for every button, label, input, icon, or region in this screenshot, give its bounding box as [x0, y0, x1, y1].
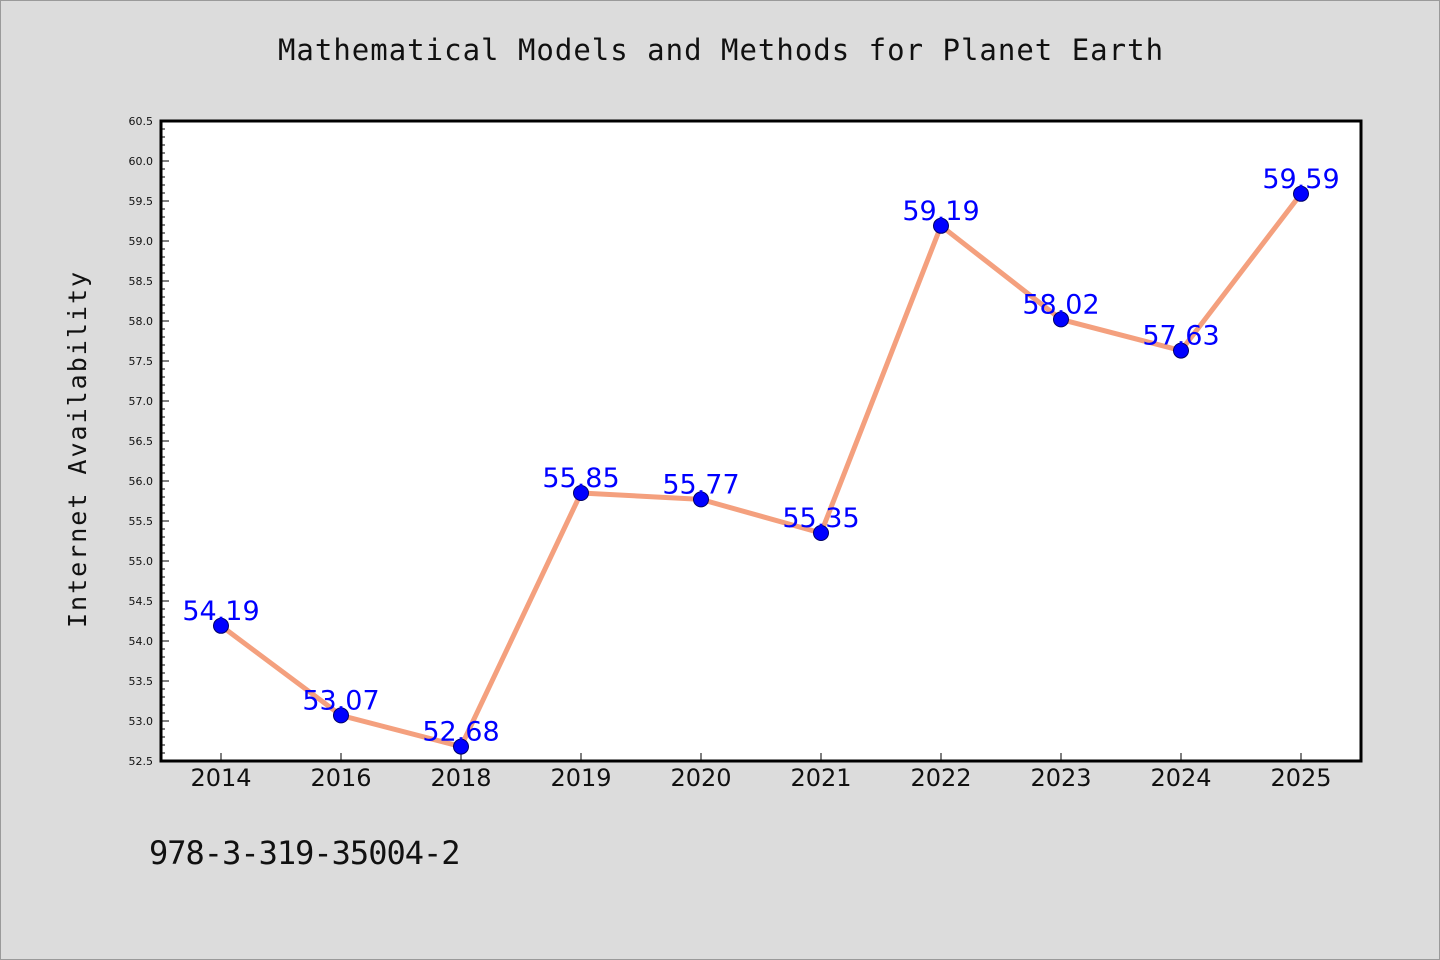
data-point [693, 491, 709, 508]
footer-identifier: 978-3-319-35004-2 [149, 834, 461, 872]
x-tick-label: 2023 [1030, 764, 1091, 792]
series-line [218, 191, 1304, 750]
y-tick-label: 54.5 [129, 595, 154, 608]
data-point [453, 738, 469, 755]
data-point [1173, 342, 1189, 359]
x-axis-ticks: 2014 2016 2018 2019 2020 2021 2022 2023 2024 2025 [190, 753, 1332, 792]
data-point [933, 217, 949, 234]
y-tick-label: 60.5 [129, 115, 154, 128]
data-point [213, 617, 229, 634]
x-tick-label: 2019 [550, 764, 611, 792]
x-tick-label: 2024 [1150, 764, 1211, 792]
y-axis-ticks: 52.5 53.0 53.5 54.0 54.5 55.0 55.5 56.0 56.5 57.0… [129, 115, 169, 768]
y-tick-label: 57.5 [129, 355, 154, 368]
y-tick-label: 59.5 [129, 195, 154, 208]
plot-frame [159, 119, 1363, 763]
data-point [333, 707, 349, 724]
chart-title: Mathematical Models and Methods for Plan… [277, 33, 1165, 67]
y-tick-label: 55.0 [129, 555, 154, 568]
plot-area [161, 121, 1361, 761]
y-tick-label: 58.0 [129, 315, 154, 328]
data-label: 57.63 [1142, 321, 1219, 352]
marker-layer [213, 185, 1309, 755]
data-point [573, 485, 589, 501]
data-label: 59.19 [902, 196, 979, 227]
y-tick-label: 54.0 [129, 635, 154, 648]
y-tick-label: 59.0 [129, 235, 154, 248]
x-tick-label: 2020 [670, 764, 731, 792]
y-tick-label: 56.5 [129, 435, 154, 448]
x-tick-label: 2022 [910, 764, 971, 792]
y-tick-label: 56.0 [129, 475, 154, 488]
data-point [1053, 311, 1069, 328]
y-tick-label: 60.0 [129, 155, 154, 168]
data-point [813, 525, 829, 541]
x-tick-label: 2014 [190, 764, 251, 792]
data-label: 53.07 [302, 685, 379, 716]
data-label: 52.68 [422, 717, 499, 748]
x-tick-label: 2016 [310, 764, 371, 792]
y-tick-label: 57.0 [129, 395, 154, 408]
y-tick-label: 53.0 [129, 715, 154, 728]
y-axis-label: Internet Availability [63, 270, 92, 628]
series-layer [218, 191, 1304, 750]
data-label: 55.77 [662, 469, 739, 500]
x-tick-label: 2021 [790, 764, 851, 792]
data-label: 59.59 [1262, 164, 1339, 195]
y-tick-label: 52.5 [129, 755, 154, 768]
x-tick-label: 2025 [1270, 764, 1331, 792]
y-tick-label: 55.5 [129, 515, 154, 528]
data-label: 55.85 [542, 463, 619, 494]
data-label: 58.02 [1022, 289, 1099, 320]
data-label-layer: 54.19 53.07 52.68 55.85 55.77 55.35 59.19 58.02… [182, 164, 1339, 748]
y-tick-label: 58.5 [129, 275, 154, 288]
data-label: 55.35 [782, 503, 859, 534]
y-tick-label: 53.5 [129, 675, 154, 688]
data-label: 54.19 [182, 596, 259, 627]
x-tick-label: 2018 [430, 764, 491, 792]
data-point [1293, 185, 1309, 202]
